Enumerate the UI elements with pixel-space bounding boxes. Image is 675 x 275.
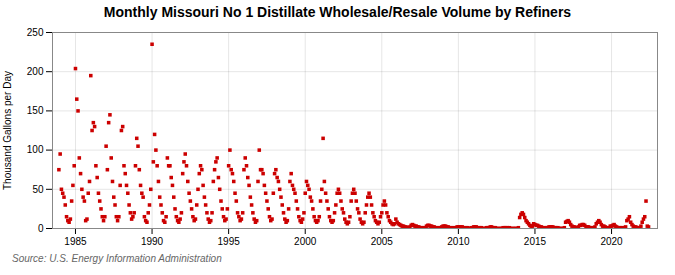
svg-text:250: 250: [27, 27, 44, 38]
svg-text:2020: 2020: [600, 236, 623, 247]
svg-text:100: 100: [27, 144, 44, 155]
svg-text:150: 150: [27, 105, 44, 116]
svg-text:1995: 1995: [218, 236, 241, 247]
svg-text:1990: 1990: [141, 236, 164, 247]
svg-text:1985: 1985: [64, 236, 87, 247]
svg-text:200: 200: [27, 66, 44, 77]
svg-text:50: 50: [32, 184, 44, 195]
html-text:Source: U.S. Energy Informatio: Source: U.S. Energy Information Administ…: [12, 253, 222, 264]
svg-text:Thousand Gallons per Day: Thousand Gallons per Day: [2, 71, 13, 190]
svg-text:2000: 2000: [294, 236, 317, 247]
svg-text:2005: 2005: [371, 236, 394, 247]
html-text:Monthly Missouri No 1 Distilla: Monthly Missouri No 1 Distillate Wholesa…: [103, 4, 572, 20]
svg-text:2010: 2010: [447, 236, 470, 247]
svg-text:2015: 2015: [524, 236, 547, 247]
svg-text:0: 0: [38, 223, 44, 234]
